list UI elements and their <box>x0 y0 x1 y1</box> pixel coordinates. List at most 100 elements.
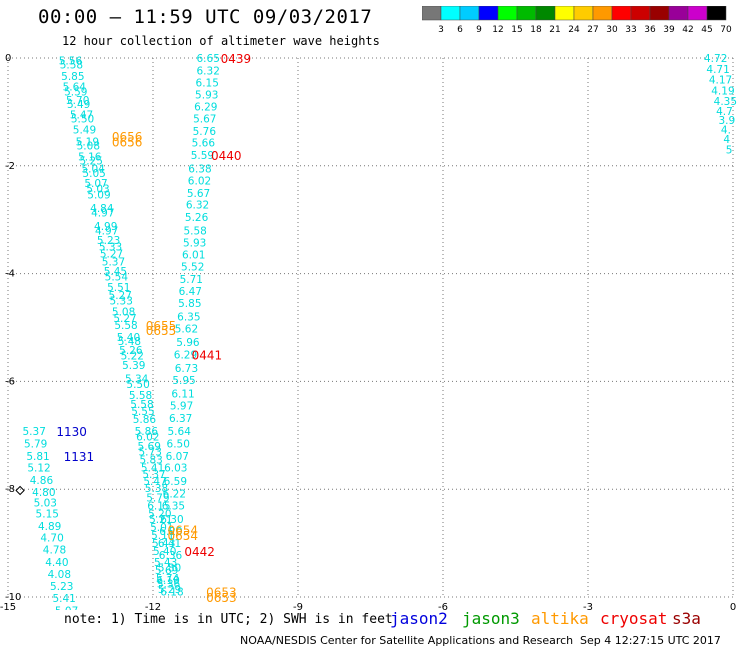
wave-height-point: 5.29 <box>158 584 181 596</box>
wave-height-point: 6.10 <box>156 575 179 587</box>
wave-height-point: 5.49 <box>73 125 96 137</box>
wave-height-point: 6.47 <box>179 286 202 298</box>
wave-height-point: 5.52 <box>181 262 204 274</box>
wave-height-point: 5.80 <box>158 562 181 574</box>
wave-height-point: 5.22 <box>121 351 144 363</box>
x-tick-label: 0 <box>730 602 736 610</box>
wave-height-point: 4.99 <box>94 221 117 233</box>
satellite-altika: altika <box>531 609 589 628</box>
wave-height-point: 5.16 <box>78 152 102 164</box>
wave-height-point: 5.79 <box>146 492 169 504</box>
wave-height-point: 5.38 <box>145 483 168 495</box>
wave-height-point: 5.58 <box>60 59 83 71</box>
wave-height-point: 4.97 <box>95 225 118 237</box>
satellite-jason3: jason3 <box>462 609 520 628</box>
wave-height-point: 4.86 <box>30 475 54 487</box>
colorbar-label: 18 <box>530 25 542 35</box>
wave-height-point: 5.76 <box>193 126 217 138</box>
wave-height-point: 6.50 <box>167 438 190 450</box>
wave-height-point: 5.40 <box>117 332 140 344</box>
wave-height-point: 5.66 <box>192 138 216 150</box>
wave-height-point: 5.41 <box>52 593 75 605</box>
wave-height-point: 5.04 <box>81 163 105 175</box>
pass-time-label: 0653 <box>206 591 237 605</box>
wave-height-point: 6.41 <box>158 538 181 550</box>
wave-height-point: 5.37 <box>23 426 46 438</box>
wave-height-point: 5.50 <box>126 379 149 391</box>
chart-subtitle: 12 hour collection of altimeter wave hei… <box>62 34 380 48</box>
colorbar-label: 15 <box>511 25 522 35</box>
wave-height-point: 5.51 <box>107 282 130 294</box>
wave-height-point: 5.83 <box>139 455 162 467</box>
wave-height-point: 5.36 <box>157 579 181 591</box>
wave-height-point: 5.86 <box>135 426 159 438</box>
pass-time-label: 0656 <box>112 130 143 144</box>
colorbar-label: 9 <box>476 25 482 35</box>
wave-height-point: 6.32 <box>197 65 220 77</box>
wave-height-point: 5.27 <box>109 290 132 302</box>
colorbar-label: 42 <box>682 25 693 35</box>
wave-height-point: 5.37 <box>102 257 125 269</box>
wave-height-point: 5.64 <box>63 82 87 94</box>
wave-height-point: 6.03 <box>164 463 187 475</box>
y-tick-label: -2 <box>5 161 15 172</box>
wave-height-point: 5.03 <box>34 498 57 510</box>
pass-time-label: 0441 <box>192 348 223 362</box>
wave-height-point: 6.22 <box>163 489 186 501</box>
wave-height-point: 4.97 <box>91 208 114 220</box>
pass-time-label: 0442 <box>184 545 215 559</box>
credit-line: NOAA/NESDIS Center for Satellite Applica… <box>240 634 574 647</box>
wave-height-point: 5.59 <box>64 86 87 98</box>
wave-height-point: 5.39 <box>122 360 145 372</box>
wave-height-point: 5.56 <box>59 56 83 68</box>
wave-height-point: 5.41 <box>141 463 164 475</box>
wave-height-point: 5 <box>726 145 733 157</box>
wave-height-point: 5.07 <box>55 605 78 610</box>
wave-height-point: 6.59 <box>164 476 187 488</box>
wave-height-point: 5.58 <box>114 320 137 332</box>
wave-height-point: 5.50 <box>71 113 94 125</box>
y-tick-label: -6 <box>5 376 15 387</box>
wave-height-point: 6.11 <box>171 388 194 400</box>
wave-height-point: 6.20 <box>159 526 182 538</box>
wave-height-point: 6.35 <box>177 312 200 324</box>
wave-height-point: 5.64 <box>168 426 192 438</box>
wave-height-point: 5.67 <box>193 113 216 125</box>
wave-height-point: 4.7 <box>716 106 733 118</box>
wave-height-point: 5.07 <box>84 178 107 190</box>
y-tick-label: -8 <box>5 484 15 495</box>
colorbar-label: 36 <box>644 25 656 35</box>
wave-height-point: 5.74 <box>156 573 180 585</box>
wave-height-point: 5.62 <box>175 324 198 336</box>
wave-height-point: 5.85 <box>61 71 84 83</box>
altimeter-plot: -15 -12 -9 -6 -3 00-2-4-6-8-105.565.585.855.6… <box>0 52 737 610</box>
wave-height-point: 6.29 <box>174 349 197 361</box>
wave-height-point: 5.81 <box>26 451 49 463</box>
wave-height-point: 5.25 <box>80 155 103 167</box>
wave-height-point: 6.32 <box>186 200 209 212</box>
wave-height-point: 5.96 <box>176 337 200 349</box>
wave-height-point: 6.29 <box>194 102 217 114</box>
wave-height-point: 5.40 <box>153 546 176 558</box>
wave-height-point: 6.02 <box>188 175 211 187</box>
wave-height-point: 6.38 <box>188 163 211 175</box>
wave-height-point: 5.70 <box>66 95 89 107</box>
wave-height-point: 5.11 <box>151 530 174 542</box>
wave-height-point: 4.84 <box>90 203 114 215</box>
wave-height-point: 5.43 <box>152 538 175 550</box>
wave-height-point: 5.43 <box>154 557 177 569</box>
wave-height-point: 4.35 <box>714 96 737 108</box>
wave-height-point: 5.01 <box>150 522 173 534</box>
wave-height-point: 4.08 <box>48 569 71 581</box>
position-marker <box>15 485 25 496</box>
wave-height-point: 4. <box>721 125 731 137</box>
wave-height-point: 5.33 <box>99 242 122 254</box>
colorbar-label: 70 <box>720 25 732 35</box>
wave-height-point: 4 <box>723 134 730 146</box>
colorbar-label: 33 <box>625 25 636 35</box>
colorbar-label: 39 <box>663 25 675 35</box>
colorbar-label: 3 <box>438 25 444 35</box>
satellite-cryosat: cryosat <box>600 609 668 628</box>
wave-height-point: 5.26 <box>185 212 209 224</box>
